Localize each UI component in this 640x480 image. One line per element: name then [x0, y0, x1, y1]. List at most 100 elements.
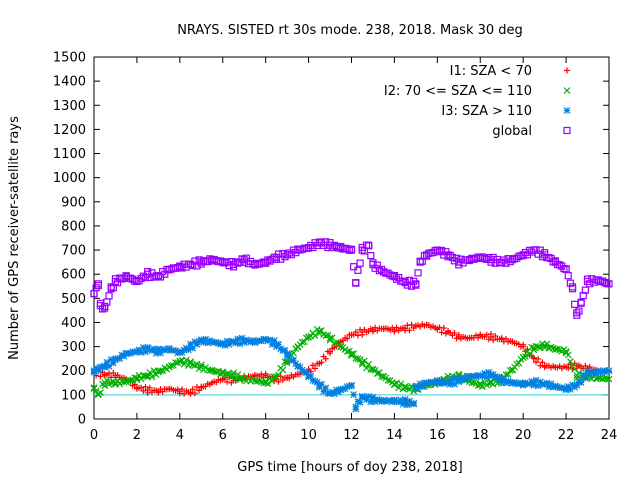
marker-stroke	[534, 343, 542, 351]
y-tick-label: 200	[61, 364, 86, 379]
data-point	[583, 277, 592, 286]
data-point	[176, 357, 184, 365]
data-point	[566, 358, 574, 365]
data-point	[230, 372, 237, 379]
data-point	[519, 354, 527, 361]
data-point	[322, 384, 330, 392]
data-point	[114, 279, 122, 287]
marker-stroke	[371, 366, 379, 374]
marker-stroke	[330, 339, 338, 347]
marker-stroke	[148, 373, 156, 381]
marker-stroke	[294, 343, 302, 351]
data-point	[476, 372, 484, 379]
marker-stroke	[401, 398, 409, 406]
data-point	[309, 243, 317, 252]
marker-stroke	[562, 385, 570, 393]
marker-stroke	[519, 354, 527, 361]
legend-label: I3: SZA > 110	[441, 104, 532, 119]
legend: I1: SZA < 70 I2: 70 <= SZA <= 110 I3: SZA …	[384, 64, 571, 139]
marker-stroke	[498, 258, 506, 266]
data-point	[316, 360, 323, 367]
marker-stroke	[101, 379, 109, 387]
data-point	[483, 331, 490, 338]
marker-stroke	[249, 375, 257, 383]
data-point	[577, 299, 585, 307]
marker-stroke	[412, 280, 420, 288]
marker-stroke	[455, 376, 463, 384]
marker-stroke	[403, 281, 411, 289]
data-point	[498, 336, 505, 343]
marker-stroke	[390, 380, 398, 388]
data-point	[438, 329, 445, 336]
data-point	[412, 323, 419, 330]
marker-stroke	[571, 365, 579, 373]
marker-stroke	[378, 372, 385, 380]
marker-stroke	[225, 370, 233, 378]
data-point	[133, 348, 141, 355]
data-point	[356, 259, 364, 267]
marker-stroke	[584, 369, 591, 377]
marker-stroke	[107, 285, 115, 293]
marker-stroke	[322, 384, 330, 392]
data-point	[455, 333, 462, 340]
marker-stroke	[281, 346, 289, 354]
marker-stroke	[294, 246, 302, 254]
marker-stroke	[262, 379, 270, 387]
marker-stroke	[122, 350, 130, 358]
data-point	[191, 390, 198, 397]
marker-stroke	[165, 345, 173, 353]
data-point	[165, 265, 173, 273]
data-point	[412, 280, 420, 288]
data-point	[498, 258, 506, 266]
data-point	[144, 270, 152, 278]
data-point	[440, 325, 447, 332]
data-point	[236, 340, 244, 348]
data-point	[348, 381, 355, 389]
data-point	[476, 253, 484, 261]
data-point	[322, 355, 329, 362]
data-point	[380, 325, 387, 332]
marker-stroke	[348, 350, 355, 358]
marker-stroke	[343, 348, 351, 355]
data-point	[133, 277, 141, 286]
marker-stroke	[90, 384, 98, 392]
data-point	[573, 372, 581, 379]
marker-stroke	[206, 366, 214, 374]
marker-stroke	[154, 368, 162, 376]
marker-stroke	[182, 356, 190, 364]
data-point	[380, 373, 388, 381]
data-point	[107, 285, 115, 293]
data-point	[423, 321, 430, 328]
marker-stroke	[414, 269, 422, 277]
marker-stroke	[264, 380, 272, 388]
marker-stroke	[326, 241, 334, 249]
marker-stroke	[483, 373, 491, 381]
data-point	[122, 273, 130, 281]
marker-stroke	[423, 379, 431, 387]
data-point	[498, 376, 506, 384]
data-point	[208, 338, 216, 346]
data-point	[142, 383, 149, 390]
data-point	[122, 378, 130, 386]
marker-stroke	[564, 351, 572, 359]
marker-stroke	[358, 393, 366, 401]
data-point	[552, 364, 559, 371]
y-tick-label: 1400	[53, 75, 86, 90]
data-point	[408, 321, 415, 328]
data-point	[401, 384, 409, 392]
data-point	[508, 256, 517, 264]
legend-label: I2: 70 <= SZA <= 110	[384, 84, 532, 99]
marker-stroke	[568, 285, 577, 293]
marker-stroke	[358, 360, 366, 368]
data-point	[272, 253, 280, 261]
data-point	[120, 378, 128, 386]
data-point	[224, 378, 231, 385]
data-point	[264, 380, 272, 388]
data-point	[272, 373, 280, 381]
legend-label: global	[492, 124, 532, 139]
marker-stroke	[127, 376, 134, 384]
series-I2: 70 <= SZA <= 110	[90, 325, 613, 399]
marker-stroke	[577, 299, 585, 307]
marker-stroke	[476, 372, 484, 379]
data-point	[97, 373, 104, 380]
